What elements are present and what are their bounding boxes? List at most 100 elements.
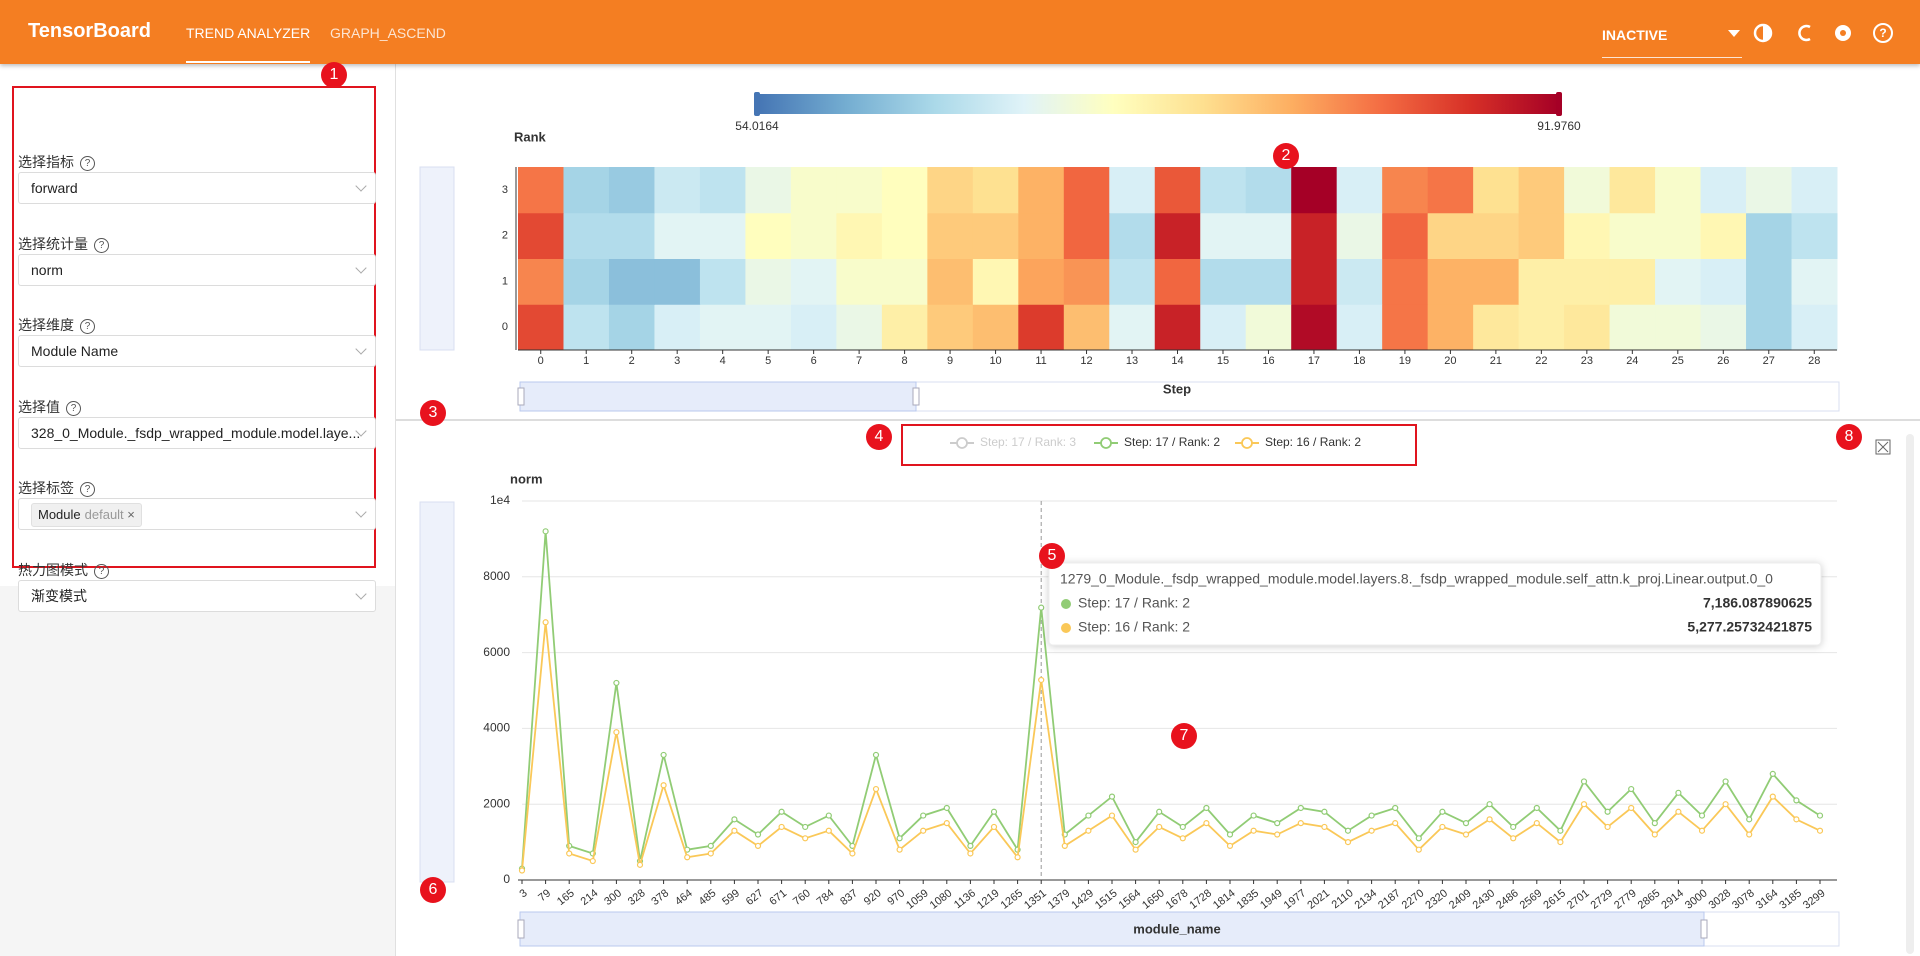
data-point[interactable] [1580,801,1588,808]
data-point[interactable] [731,827,738,834]
data-point[interactable] [1085,812,1092,819]
data-point[interactable] [1203,820,1210,827]
select-box[interactable]: norm [18,253,376,286]
data-point[interactable] [684,854,691,861]
help-icon[interactable] [1873,23,1893,43]
tag-chip[interactable]: Module default × [31,503,142,527]
data-point[interactable] [1510,835,1517,842]
data-point[interactable] [1557,827,1564,834]
x-zoom-window[interactable] [519,911,1705,947]
data-point[interactable] [920,827,927,834]
data-point[interactable] [1486,816,1493,823]
data-point[interactable] [1038,676,1045,684]
data-point[interactable] [1250,827,1257,834]
data-point[interactable] [1156,823,1163,831]
data-point[interactable] [967,850,974,857]
data-point[interactable] [1580,778,1588,785]
select-box[interactable]: forward [18,172,376,204]
data-point[interactable] [849,850,856,857]
data-point[interactable] [1226,831,1234,838]
data-point[interactable] [542,619,549,626]
data-point[interactable] [1439,808,1446,815]
refresh-icon[interactable] [1798,24,1811,42]
data-point[interactable] [1108,812,1116,819]
data-point[interactable] [1368,827,1375,834]
color-handle[interactable] [754,92,760,116]
select-box[interactable]: Module Name [18,335,376,367]
zoom-handle[interactable] [517,919,525,939]
data-point[interactable] [518,867,526,874]
data-point[interactable] [1651,820,1658,827]
data-point[interactable] [1415,846,1422,853]
data-point[interactable] [566,850,573,857]
help-icon[interactable]: ? [80,319,95,334]
data-point[interactable] [1274,831,1281,838]
legend-item[interactable]: Step: 17 / Rank: 2 [1094,435,1220,449]
data-point[interactable] [1746,816,1753,823]
data-point[interactable] [1816,827,1824,834]
color-handle[interactable] [1556,92,1562,116]
data-point[interactable] [1533,820,1540,827]
data-point[interactable] [1274,820,1281,827]
data-point[interactable] [1722,801,1729,808]
data-point[interactable] [1769,770,1776,777]
data-point[interactable] [872,785,880,793]
tab[interactable]: GRAPH_ASCEND [330,25,446,41]
data-point[interactable] [1392,820,1399,827]
data-point[interactable] [1675,808,1682,815]
data-point[interactable] [1226,842,1234,849]
data-point[interactable] [943,804,950,812]
tab[interactable]: TREND ANALYZER [186,25,311,63]
help-icon[interactable]: ? [80,156,95,171]
data-point[interactable] [660,782,667,789]
zoom-handle[interactable] [912,387,920,406]
data-point[interactable] [1179,835,1186,842]
data-point[interactable] [1344,838,1352,846]
help-icon[interactable]: ? [80,482,95,497]
help-icon[interactable]: ? [94,237,109,253]
data-point[interactable] [660,751,667,759]
data-point[interactable] [825,827,832,834]
data-point[interactable] [1675,789,1682,796]
data-point[interactable] [1203,804,1210,812]
data-point[interactable] [1698,812,1706,819]
data-point[interactable] [1415,835,1422,842]
data-point[interactable] [990,823,998,831]
help-icon[interactable]: ? [94,563,109,579]
data-point[interactable] [1746,831,1753,838]
data-point[interactable] [778,823,785,831]
rank-zoom-slider[interactable] [419,166,455,351]
tag-remove[interactable]: × [123,507,135,522]
close-button[interactable] [1875,439,1891,455]
data-point[interactable] [754,842,762,849]
legend-item[interactable]: Step: 17 / Rank: 3 [950,435,1076,449]
data-point[interactable] [613,729,620,736]
data-point[interactable] [1132,838,1139,846]
data-point[interactable] [1179,823,1186,831]
data-point[interactable] [1439,823,1446,831]
data-point[interactable] [920,812,927,819]
data-point[interactable] [1392,804,1399,812]
select-box[interactable]: 渐变模式 [18,579,376,612]
data-point[interactable] [1816,812,1824,819]
data-point[interactable] [1604,823,1611,831]
data-point[interactable] [1486,801,1493,808]
data-point[interactable] [1722,778,1729,785]
data-point[interactable] [1156,808,1163,815]
status-select[interactable]: INACTIVE [1602,27,1742,58]
data-point[interactable] [1628,785,1635,793]
data-point[interactable] [1108,793,1116,800]
data-point[interactable] [1132,846,1139,853]
data-point[interactable] [1038,604,1045,611]
data-point[interactable] [589,857,596,865]
data-point[interactable] [1698,827,1706,834]
data-point[interactable] [731,816,738,823]
data-point[interactable] [1321,808,1328,815]
data-point[interactable] [1085,827,1092,834]
data-point[interactable] [872,751,880,759]
data-point[interactable] [825,812,832,819]
data-point[interactable] [1651,831,1658,838]
data-point[interactable] [990,808,998,815]
select-box[interactable]: 328_0_Module._fsdp_wrapped_module.model.… [18,416,376,449]
data-point[interactable] [1061,842,1068,849]
